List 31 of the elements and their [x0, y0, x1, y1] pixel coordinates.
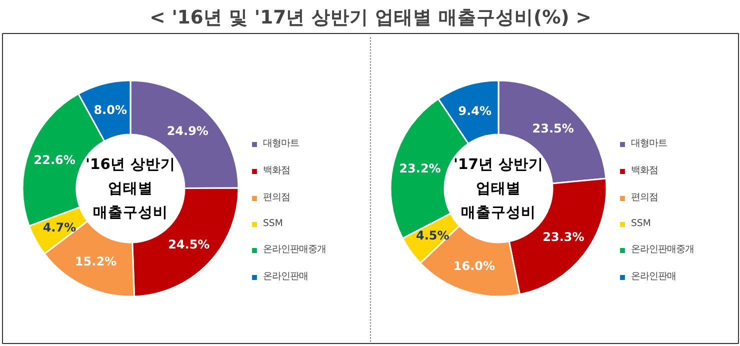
data-label: 4.5% [416, 228, 450, 243]
text: 업태별 [108, 180, 153, 197]
data-label: 9.4% [458, 104, 492, 118]
text: 매출구성비 [93, 204, 168, 221]
data-label: 15.2% [74, 254, 117, 269]
text: '16년 상반기 [86, 156, 176, 173]
data-label: 23.2% [399, 161, 441, 176]
legend-label: 편의점 [631, 191, 658, 204]
data-label: 24.5% [168, 238, 210, 252]
legend-label: 대형마트 [631, 137, 667, 150]
text: 업태별 [476, 180, 521, 197]
text: < '16년 및 '17년 상반기 업태별 매출구성비(%) > [150, 8, 592, 28]
data-label: 24.9% [166, 124, 208, 138]
data-label: 23.5% [532, 122, 574, 136]
data-label: 16.0% [453, 258, 495, 273]
data-label: 8.0% [94, 103, 127, 118]
legend-label: 편의점 [263, 191, 290, 204]
legend-label: 온라인판매 [263, 270, 308, 283]
legend-label: 온라인판매중개 [631, 243, 694, 256]
legend-label: 백화점 [263, 164, 290, 177]
legend-label: SSM [631, 218, 651, 229]
legend-label: 대형마트 [263, 137, 299, 150]
legend-label: 온라인판매 [631, 270, 676, 283]
data-label: 22.6% [34, 153, 76, 168]
data-label: 4.7% [42, 220, 76, 234]
legend-label: SSM [263, 218, 283, 229]
legend-label: 백화점 [631, 164, 658, 177]
text: 매출구성비 [461, 204, 536, 221]
text: '17년 상반기 [454, 156, 544, 173]
data-label: 23.3% [542, 230, 584, 244]
legend-label: 온라인판매중개 [263, 243, 326, 256]
